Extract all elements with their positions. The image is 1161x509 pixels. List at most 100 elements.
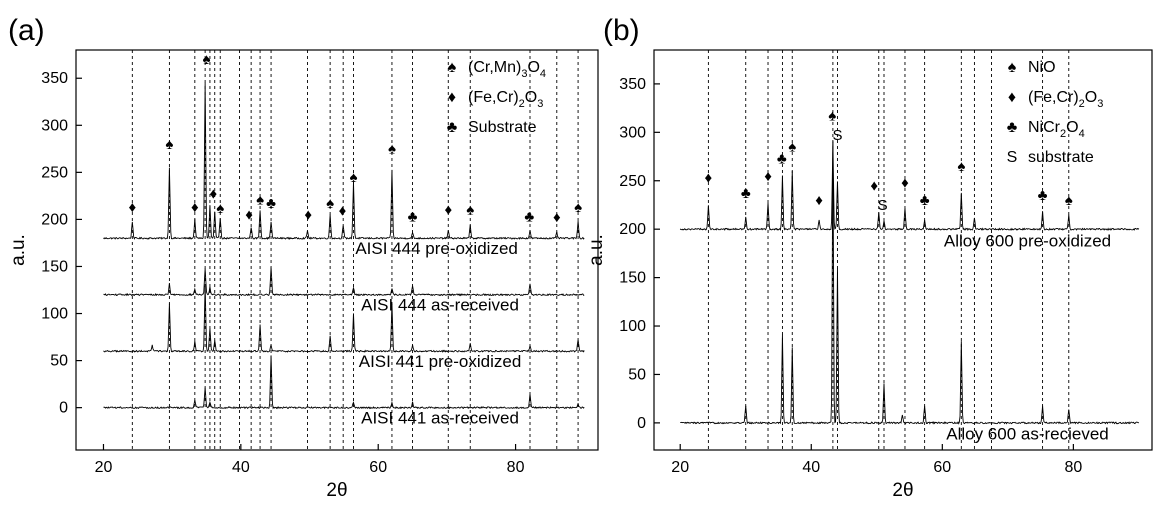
peak-marker: ♠ — [326, 195, 334, 212]
legend-label: substrate — [1028, 149, 1094, 166]
y-tick-label: 200 — [619, 221, 646, 238]
y-tick-label: 250 — [619, 173, 646, 190]
y-axis-label: a.u. — [586, 234, 607, 266]
legend-symbol: ♦ — [448, 89, 456, 106]
y-tick-label: 0 — [637, 415, 646, 432]
peak-marker: ♣ — [408, 208, 418, 225]
peak-marker: ♠ — [828, 108, 836, 125]
legend-text-part: O — [527, 59, 539, 76]
peak-marker: ♠ — [349, 169, 357, 186]
peak-marker: ♦ — [553, 209, 561, 226]
legend-subscript: 3 — [537, 98, 543, 110]
peak-marker: ♠ — [256, 191, 264, 208]
plot-frame — [653, 49, 1153, 451]
legend-text-part: NiO — [1028, 59, 1056, 76]
pattern-label: Alloy 600 as-recieved — [946, 424, 1109, 443]
legend-text-part: O — [525, 89, 537, 106]
x-axis-label: 2θ — [326, 480, 347, 501]
peak-marker: ♠ — [788, 139, 796, 156]
panel-0: AISI 444 pre-oxidized AISI 444 as-receive… — [8, 14, 599, 501]
legend-subscript: 3 — [1097, 98, 1103, 110]
legend-text-part: substrate — [1028, 149, 1094, 166]
peak-marker: ♠ — [165, 136, 173, 153]
diffraction-pattern — [103, 82, 585, 241]
pattern-label: AISI 444 as-received — [361, 296, 519, 315]
legend-symbol: S — [1007, 149, 1018, 166]
peak-marker: ♠ — [957, 158, 965, 175]
x-tick-label: 80 — [507, 459, 525, 476]
peak-marker: ♦ — [128, 199, 136, 216]
legend-label: NiCr2O4 — [1028, 119, 1085, 140]
diffraction-pattern — [103, 355, 585, 410]
legend-label: NiO — [1028, 59, 1056, 76]
legend-symbol: ♠ — [448, 59, 457, 76]
legend-subscript: 3 — [521, 68, 527, 80]
pattern-label: AISI 441 as-received — [361, 409, 519, 428]
y-tick-label: 50 — [628, 366, 646, 383]
peak-marker: ♣ — [777, 150, 787, 167]
peak-marker: ♦ — [245, 206, 253, 223]
pattern-label: Alloy 600 pre-oxidized — [944, 232, 1111, 251]
legend-label: (Cr,Mn)3O4 — [468, 59, 546, 80]
x-axis-label: 2θ — [892, 480, 913, 501]
y-tick-label: 300 — [41, 117, 68, 134]
peak-marker: ♣ — [266, 195, 276, 212]
legend-text-part: Substrate — [468, 119, 537, 136]
y-tick-label: 0 — [59, 400, 68, 417]
legend-text-part: NiCr — [1028, 119, 1061, 136]
y-tick-label: 150 — [619, 270, 646, 287]
peak-marker: ♦ — [764, 168, 772, 185]
y-tick-label: 200 — [41, 211, 68, 228]
legend-label: (Fe,Cr)2O3 — [1028, 89, 1103, 110]
legend-subscript: 2 — [519, 98, 525, 110]
peak-marker: ♦ — [191, 199, 199, 216]
x-tick-label: 20 — [95, 459, 113, 476]
legend-text-part: O — [1066, 119, 1078, 136]
y-tick-label: 250 — [41, 164, 68, 181]
diffraction-pattern — [680, 141, 1140, 425]
y-tick-label: 50 — [50, 353, 68, 370]
x-tick-label: 80 — [1064, 459, 1082, 476]
plot-frame — [75, 49, 599, 451]
x-tick-label: 60 — [933, 459, 951, 476]
legend-subscript: 4 — [540, 68, 546, 80]
legend-subscript: 2 — [1079, 98, 1085, 110]
legend-text-part: (Cr,Mn) — [468, 59, 521, 76]
legend-symbol: ♦ — [1008, 89, 1016, 106]
peak-marker: ♦ — [870, 177, 878, 194]
panel-label: (b) — [603, 14, 640, 47]
peak-marker: ♠ — [1065, 192, 1073, 209]
diffraction-pattern — [103, 285, 585, 353]
y-tick-label: 150 — [41, 258, 68, 275]
y-tick-label: 100 — [41, 306, 68, 323]
peak-marker: ♣ — [920, 192, 930, 209]
peak-marker: ♣ — [1038, 187, 1048, 204]
peak-marker: ♦ — [339, 203, 347, 220]
x-tick-label: 40 — [232, 459, 250, 476]
peak-marker: ♦ — [210, 186, 218, 203]
x-tick-label: 40 — [802, 459, 820, 476]
legend-text-part: O — [1085, 89, 1097, 106]
peak-marker: ♦ — [304, 206, 312, 223]
peak-marker: ♠ — [216, 200, 224, 217]
legend-subscript: 4 — [1079, 128, 1085, 140]
legend: ♠ (Cr,Mn)3O4♦ (Fe,Cr)2O3♣ Substrate — [447, 59, 546, 136]
diffraction-pattern — [679, 141, 1140, 232]
peak-marker: ♦ — [444, 202, 452, 219]
y-tick-label: 350 — [619, 76, 646, 93]
peak-marker: ♦ — [901, 175, 909, 192]
x-tick-label: 20 — [671, 459, 689, 476]
y-axis-label: a.u. — [8, 234, 29, 266]
peak-marker: ♠ — [388, 141, 396, 158]
peak-marker: ♦ — [815, 192, 823, 209]
peak-marker: S — [878, 197, 888, 214]
peak-marker: ♠ — [466, 202, 474, 219]
legend-symbol: ♠ — [1008, 59, 1017, 76]
peak-marker: ♠ — [574, 199, 582, 216]
peak-marker: ♦ — [705, 170, 713, 187]
legend-label: Substrate — [468, 119, 537, 136]
pattern-label: AISI 441 pre-oxidized — [359, 352, 522, 371]
peak-marker: ♣ — [524, 208, 534, 225]
peak-marker: ♠ — [203, 51, 211, 68]
